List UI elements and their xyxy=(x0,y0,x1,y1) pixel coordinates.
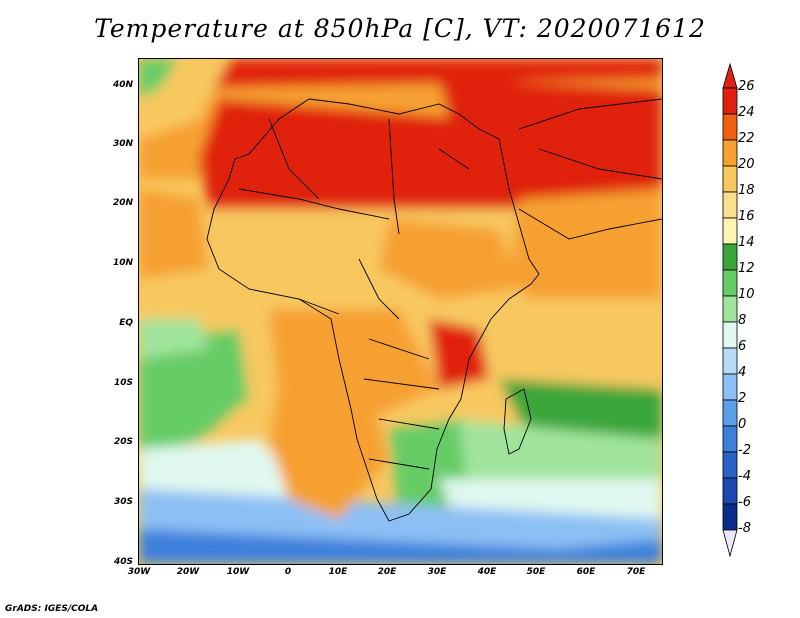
colorbar-label: 14 xyxy=(738,235,755,250)
colorbar-label: -2 xyxy=(738,443,751,458)
colorbar-cell xyxy=(722,503,738,531)
colorbar-label: 6 xyxy=(738,339,747,354)
lat-label-20s: 20S xyxy=(113,437,133,447)
colorbar-label: 12 xyxy=(738,261,755,276)
colorbar xyxy=(722,62,738,558)
colorbar-label: 0 xyxy=(738,417,747,432)
temperature-field xyxy=(139,59,662,564)
colorbar-label: 10 xyxy=(738,287,755,302)
lat-label-10s: 10S xyxy=(113,378,133,388)
lat-label-10n: 10N xyxy=(112,258,133,268)
colorbar-cell xyxy=(722,191,738,219)
lon-label-0: 0 xyxy=(284,567,292,577)
colorbar-cell xyxy=(722,347,738,375)
colorbar-label: 4 xyxy=(738,365,747,380)
lon-label-50e: 50E xyxy=(526,567,546,577)
colorbar-top-arrow xyxy=(722,62,738,89)
colorbar-cell xyxy=(722,425,738,453)
colorbar-cell xyxy=(722,477,738,505)
lon-label-70e: 70E xyxy=(626,567,646,577)
colorbar-label: 26 xyxy=(738,79,755,94)
colorbar-cell xyxy=(722,321,738,349)
lon-label-10e: 10E xyxy=(328,567,348,577)
lon-label-60e: 60E xyxy=(576,567,596,577)
colorbar-cell xyxy=(722,295,738,323)
lat-label-30s: 30S xyxy=(113,497,133,507)
colorbar-label: 2 xyxy=(738,391,747,406)
lat-label-30n: 30N xyxy=(112,139,133,149)
lon-label-30w: 30W xyxy=(127,567,151,577)
colorbar-cell xyxy=(722,243,738,271)
lat-label-eq: EQ xyxy=(119,318,133,328)
colorbar-cell xyxy=(722,217,738,245)
colorbar-label: -6 xyxy=(738,495,751,510)
colorbar-cell xyxy=(722,399,738,427)
colorbar-cell xyxy=(722,269,738,297)
colorbar-cell xyxy=(722,165,738,193)
map-canvas xyxy=(139,59,662,564)
colorbar-cell xyxy=(722,139,738,167)
colorbar-label: 22 xyxy=(738,131,755,146)
lat-label-40n: 40N xyxy=(112,80,133,90)
lon-label-40e: 40E xyxy=(477,567,497,577)
colorbar-label: 24 xyxy=(738,105,755,120)
colorbar-label: -4 xyxy=(738,469,751,484)
coastlines xyxy=(206,98,662,522)
colorbar-label: 16 xyxy=(738,209,755,224)
lat-label-40s: 40S xyxy=(113,557,133,567)
lat-label-20n: 20N xyxy=(112,198,133,208)
colorbar-cell xyxy=(722,373,738,401)
lon-label-20e: 20E xyxy=(377,567,397,577)
colorbar-bottom-arrow xyxy=(722,529,738,558)
colorbar-label: 20 xyxy=(738,157,755,172)
lon-label-20w: 20W xyxy=(176,567,200,577)
colorbar-label: -8 xyxy=(738,521,751,536)
map-title: Temperature at 850hPa [C], VT: 202007161… xyxy=(94,14,706,43)
lon-label-30e: 30E xyxy=(427,567,447,577)
colorbar-label: 18 xyxy=(738,183,755,198)
colorbar-cell xyxy=(722,451,738,479)
temperature-map xyxy=(138,58,663,565)
colorbar-cell xyxy=(722,113,738,141)
lon-label-10w: 10W xyxy=(226,567,250,577)
credit-text: GrADS: IGES/COLA xyxy=(5,604,99,614)
colorbar-cell xyxy=(722,87,738,115)
colorbar-label: 8 xyxy=(738,313,747,328)
